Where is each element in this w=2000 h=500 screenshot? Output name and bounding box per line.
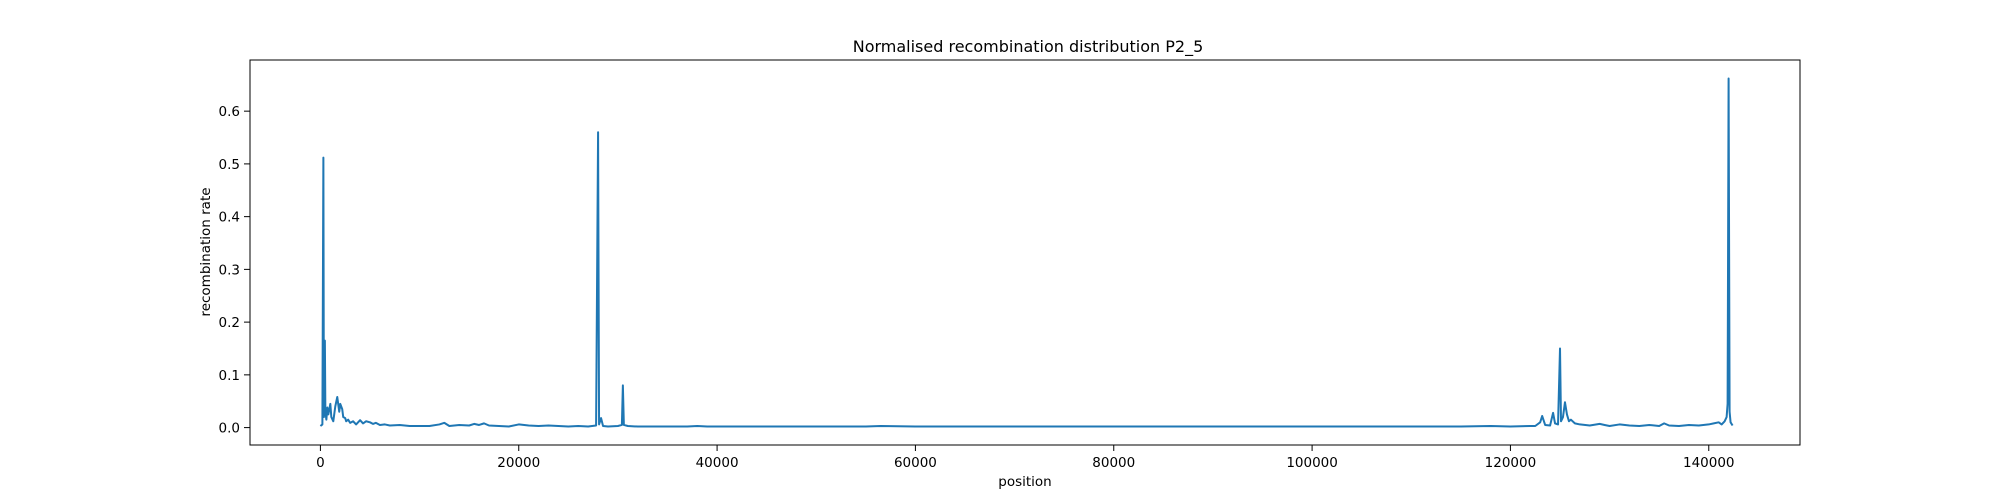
x-axis: 0 20000 40000 60000 80000 100000 120000 140000 [316,445,1735,471]
chart-title: Normalised recombination distribution P2… [853,37,1204,57]
series-line [319,77,1734,428]
y-tick-label: 0.5 [219,157,240,173]
x-tick-label: 40000 [696,455,739,471]
x-tick-label: 100000 [1286,455,1338,471]
y-tick-label: 0.6 [219,104,240,120]
x-tick-label: 140000 [1683,455,1735,471]
y-tick-label: 0.4 [219,210,240,226]
x-tick-label: 0 [316,455,325,471]
x-tick-label: 120000 [1485,455,1537,471]
y-tick-label: 0.1 [219,368,240,384]
plot-frame [249,59,1801,446]
x-tick-label: 80000 [1092,455,1135,471]
x-axis-title: position [998,474,1051,490]
x-tick-label: 60000 [894,455,937,471]
y-axis: 0.0 0.1 0.2 0.3 0.4 0.5 0.6 [219,104,250,437]
plot-area [249,59,1801,446]
y-tick-label: 0.2 [219,315,240,331]
y-tick-label: 0.3 [219,262,240,278]
y-tick-label: 0.0 [219,421,240,437]
y-axis-title: recombination rate [198,187,214,316]
x-tick-label: 20000 [497,455,540,471]
